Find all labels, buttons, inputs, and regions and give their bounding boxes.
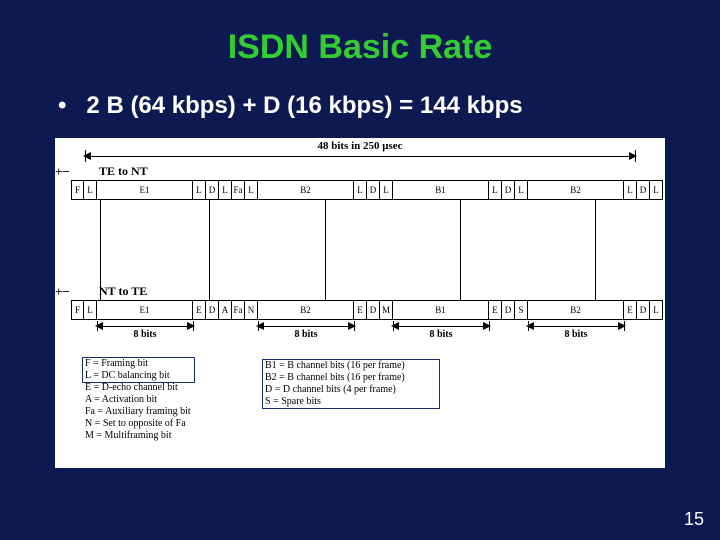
frame-cell: D	[637, 300, 650, 320]
polarity-nt-te: +−	[55, 284, 75, 300]
frame-cell: L	[515, 180, 528, 200]
frame-cell: L	[650, 300, 663, 320]
bits8-tick	[193, 321, 194, 331]
frame-cell: M	[380, 300, 393, 320]
frame-cell: Fa	[232, 300, 245, 320]
bullet-marker: •	[58, 92, 66, 119]
echo-line	[325, 200, 326, 300]
frame-cell: L	[380, 180, 393, 200]
frame-cell: N	[245, 300, 258, 320]
frame-cell: B2	[258, 300, 354, 320]
frame-cell: F	[71, 300, 84, 320]
frame-cell: B1	[393, 300, 489, 320]
bits8-line	[97, 326, 193, 327]
bullet-line: • 2 B (64 kbps) + D (16 kbps) = 144 kbps	[58, 92, 523, 120]
frame-cell: L	[624, 180, 637, 200]
bits8-tick	[97, 321, 98, 331]
slide: ISDN Basic Rate • 2 B (64 kbps) + D (16 …	[0, 0, 720, 540]
frame-cell: Fa	[232, 180, 245, 200]
bits8-label: 8 bits	[115, 329, 175, 340]
row-nt-te: FLE1EDAFaNB2EDMB1EDSB2EDL	[71, 300, 663, 320]
direction-nt-te: NT to TE	[99, 284, 147, 299]
frame-cell: D	[367, 300, 380, 320]
frame-cell: A	[219, 300, 232, 320]
frame-cell: L	[219, 180, 232, 200]
bits8-label: 8 bits	[276, 329, 336, 340]
frame-cell: L	[84, 180, 97, 200]
bits8-line	[258, 326, 354, 327]
top-arrow-line	[85, 156, 635, 157]
frame-cell: D	[502, 300, 515, 320]
bits8-tick	[489, 321, 490, 331]
legend-box	[82, 357, 195, 383]
frame-cell: F	[71, 180, 84, 200]
page-number: 15	[684, 509, 704, 530]
frame-cell: E	[193, 300, 206, 320]
direction-te-nt: TE to NT	[99, 164, 148, 179]
legend-box	[262, 359, 440, 409]
polarity-te-nt: +−	[55, 164, 75, 180]
bits8-tick	[258, 321, 259, 331]
bits8-label: 8 bits	[411, 329, 471, 340]
slide-title: ISDN Basic Rate	[0, 28, 720, 67]
echo-line	[595, 200, 596, 300]
legend-left: F = Framing bitL = DC balancing bitE = D…	[85, 358, 191, 442]
frame-cell: D	[206, 180, 219, 200]
frame-cell: D	[502, 180, 515, 200]
top-tick-right	[635, 150, 636, 162]
frame-cell: E1	[97, 180, 193, 200]
bullet-text: 2 B (64 kbps) + D (16 kbps) = 144 kbps	[86, 92, 522, 119]
bits8-tick	[624, 321, 625, 331]
frame-cell: L	[650, 180, 663, 200]
frame-cell: L	[354, 180, 367, 200]
frame-cell: D	[206, 300, 219, 320]
frame-cell: L	[245, 180, 258, 200]
frame-cell: L	[193, 180, 206, 200]
bits8-tick	[354, 321, 355, 331]
bits8-line	[528, 326, 624, 327]
frame-cell: B2	[528, 180, 624, 200]
frame-cell: E	[489, 300, 502, 320]
bits8-tick	[528, 321, 529, 331]
row-te-nt: FLE1LDLFaLB2LDLB1LDLB2LDL	[71, 180, 663, 200]
echo-line	[209, 200, 210, 300]
echo-line	[460, 200, 461, 300]
frame-cell: S	[515, 300, 528, 320]
bits8-line	[393, 326, 489, 327]
top-tick-left	[85, 150, 86, 162]
legend-right: B1 = B channel bits (16 per frame)B2 = B…	[265, 360, 405, 408]
frame-cell: L	[489, 180, 502, 200]
frame-cell: B2	[258, 180, 354, 200]
frame-cell: B2	[528, 300, 624, 320]
frame-cell: B1	[393, 180, 489, 200]
frame-diagram: 48 bits in 250 μsec +− TE to NT FLE1LDLF…	[55, 138, 665, 468]
frame-cell: E	[624, 300, 637, 320]
bits8-label: 8 bits	[546, 329, 606, 340]
frame-cell: E1	[97, 300, 193, 320]
bits8-tick	[393, 321, 394, 331]
top-caption: 48 bits in 250 μsec	[260, 140, 460, 152]
echo-line	[100, 200, 101, 300]
frame-cell: D	[637, 180, 650, 200]
frame-cell: E	[354, 300, 367, 320]
frame-cell: L	[84, 300, 97, 320]
frame-cell: D	[367, 180, 380, 200]
